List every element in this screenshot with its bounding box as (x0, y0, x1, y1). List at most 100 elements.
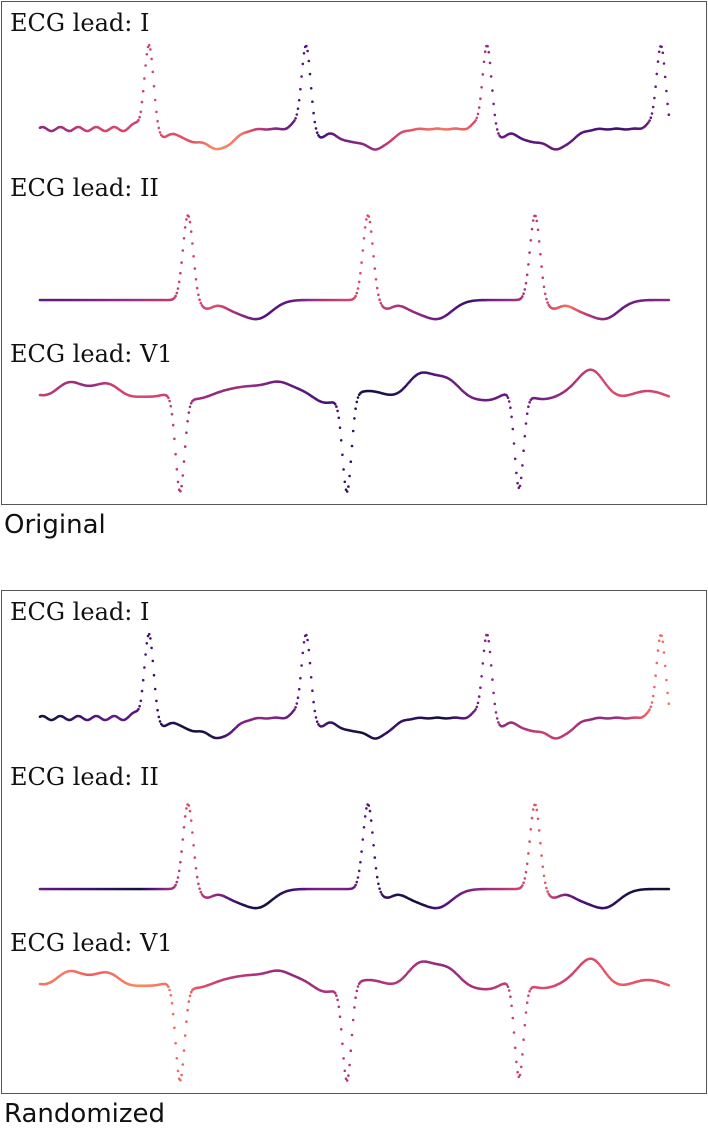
ecg-sample-point (293, 119, 296, 122)
ecg-sample-point (138, 704, 141, 708)
ecg-sample-point (143, 666, 146, 669)
ecg-sample-point (145, 642, 149, 645)
ecg-sample-point (521, 884, 524, 887)
ecg-sample-point (333, 402, 337, 406)
ecg-sample-point (295, 113, 299, 116)
ecg-sample-point (156, 708, 159, 712)
ecg-sample-point (475, 116, 479, 120)
ecg-sample-point (354, 883, 357, 887)
ecg-sample-point (175, 880, 179, 884)
ecg-sample-point (188, 220, 192, 224)
ecg-sample-point (315, 720, 319, 723)
ecg-sample-point (157, 126, 161, 130)
ecg-sample-point (666, 102, 669, 106)
ecg-sample-point (375, 875, 379, 879)
ecg-sample-point (180, 261, 183, 264)
ecg-sample-point (487, 639, 491, 643)
ecg-sample-point (197, 882, 200, 886)
ecg-sample-point (660, 634, 663, 638)
ecg-sample-point (518, 1073, 522, 1077)
ecg-sample-point (483, 50, 487, 53)
ecg-sample-point (654, 85, 657, 88)
ecg-sample-point (176, 480, 180, 484)
ecg-sample-point (666, 691, 669, 695)
ecg-sample-point (649, 116, 653, 119)
ecg-sample-point (494, 122, 498, 125)
ecg-sample-point (138, 115, 141, 119)
ecg-sample-point (356, 396, 360, 399)
ecg-sample-point (313, 709, 317, 713)
ecg-sample-point (524, 870, 528, 874)
ecg-sample-point (306, 638, 309, 642)
ecg-sample-point (506, 985, 510, 988)
ecg-sample-point (661, 640, 665, 644)
ecg-sample-point (180, 484, 183, 488)
ecg-sample-point (193, 267, 197, 270)
ecg-sample-point (305, 633, 308, 637)
ecg-sample-point (476, 112, 480, 116)
ecg-sample-point (302, 52, 306, 55)
ecg-sample-point (543, 292, 547, 296)
ecg-sample-point (198, 298, 201, 302)
ecg-sample-point (309, 676, 313, 679)
ecg-sample-point (176, 876, 180, 879)
ecg-sample-point (656, 649, 660, 652)
ecg-sample-point (355, 291, 359, 295)
ecg-sample-point (343, 480, 347, 484)
ecg-sample-point (492, 102, 495, 106)
ecg-sample-point (180, 850, 183, 853)
ecg-sample-point (336, 998, 339, 1002)
ecg-sample-point (168, 399, 171, 403)
ecg-sample-point (179, 489, 182, 493)
ecg-sample-point (315, 131, 319, 134)
ecg-sample-point (347, 485, 350, 488)
ecg-sample-point (186, 419, 189, 423)
ecg-sample-point (648, 708, 651, 711)
ecg-sample-point (655, 661, 659, 665)
chart-panel-original: ECG lead: I ECG lead: II ECG lead: V1 (1, 1, 707, 505)
ecg-sample-point (516, 1070, 519, 1074)
ecg-sample-point (361, 838, 365, 841)
ecg-sample-point (335, 994, 338, 997)
ecg-sample-point (367, 804, 371, 807)
ecg-sample-point (491, 89, 494, 92)
ecg-sample-point (140, 100, 144, 104)
ecg-sample-point (479, 97, 482, 100)
ecg-sample-point (513, 457, 517, 461)
ecg-sample-point (347, 1074, 350, 1077)
ecg-sample-point (348, 474, 351, 478)
ecg-sample-point (155, 110, 158, 114)
ecg-sample-point (309, 87, 313, 90)
ecg-plot-randomized (38, 632, 671, 1082)
ecg-sample-point (296, 696, 300, 699)
ecg-sample-point (342, 1057, 345, 1060)
ecg-sample-point (481, 73, 485, 76)
ecg-sample-point (312, 700, 315, 704)
ecg-sample-point (343, 1069, 347, 1073)
ecg-sample-point (365, 807, 368, 810)
lead-label-original-I: ECG lead: I (10, 9, 150, 37)
ecg-sample-point (308, 72, 312, 76)
ecg-sample-point (356, 876, 360, 879)
ecg-sample-point (546, 301, 549, 304)
ecg-sample-point (354, 294, 357, 298)
ecg-sample-point (523, 288, 527, 291)
ecg-sample-point (341, 453, 344, 457)
lead-label-randomized-I: ECG lead: I (10, 598, 150, 626)
ecg-sample-point (479, 686, 482, 689)
ecg-sample-point (662, 62, 666, 65)
ecg-sample-point (667, 887, 671, 891)
ecg-sample-point (368, 220, 372, 224)
ecg-sample-point (350, 1033, 354, 1037)
ecg-sample-point (173, 437, 176, 441)
ecg-sample-point (192, 255, 195, 258)
ecg-sample-point (300, 75, 303, 78)
ecg-sample-point (145, 53, 149, 56)
ecg-sample-point (518, 484, 522, 488)
ecg-sample-point (521, 464, 524, 467)
ecg-sample-point (523, 877, 527, 880)
ecg-sample-point (474, 708, 477, 711)
ecg-sample-point (191, 831, 194, 834)
ecg-sample-point (345, 490, 349, 493)
ecg-sample-point (536, 817, 540, 821)
